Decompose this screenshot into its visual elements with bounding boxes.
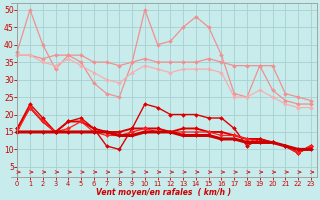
X-axis label: Vent moyen/en rafales  ( km/h ): Vent moyen/en rafales ( km/h ) [96, 188, 232, 197]
